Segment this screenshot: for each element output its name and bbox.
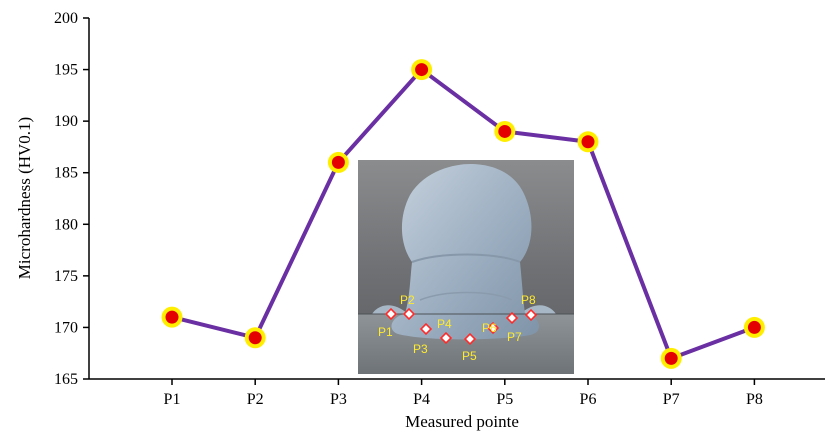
y-ticks: 165 170 175 180 185 190 195 200 [54,10,89,388]
x-ticks: P1 P2 P3 P4 P5 P6 P7 P8 [164,379,763,408]
inset-point-marker [439,331,453,345]
y-tick-label: 175 [54,268,78,285]
inset-point-label: P4 [437,317,452,331]
data-point [747,320,761,334]
y-tick-label: 195 [54,62,78,79]
y-tick-label: 200 [54,10,78,27]
y-tick-label: 190 [54,113,78,130]
inset-point-marker [419,322,433,336]
data-point [664,351,678,365]
inset-measure-points [384,307,538,346]
inset-point-marker [402,307,416,321]
inset-point-label: P3 [413,342,428,356]
inset-point-marker [524,308,538,322]
y-tick-label: 180 [54,216,78,233]
inset-point-marker [384,307,398,321]
data-point [331,155,345,169]
x-tick-label: P1 [164,391,181,408]
x-tick-label: P4 [413,391,430,408]
inset-point-label: P1 [378,325,393,339]
data-point [498,124,512,138]
series-line [171,67,756,361]
inset-point-label: P2 [400,293,415,307]
inset-point-marker [505,311,519,325]
inset-point-marker [486,321,500,335]
x-tick-label: P2 [247,391,264,408]
x-tick-label: P3 [330,391,347,408]
inset-point-label: P6 [482,321,497,335]
inset-point-label: P7 [507,330,522,344]
x-axis-title: Measured pointe [405,412,519,431]
inset-point-label: P8 [521,293,536,307]
data-point [165,310,179,324]
data-point [415,63,429,77]
x-tick-label: P5 [496,391,513,408]
x-tick-label: P6 [580,391,597,408]
y-tick-label: 185 [54,165,78,182]
inset-point-labels: P1 P2 P3 P4 P5 P6 P7 P8 [378,293,536,363]
y-tick-label: 165 [54,371,78,388]
x-tick-label: P7 [663,391,680,408]
axes [88,18,825,380]
inset-point-label: P5 [462,349,477,363]
weld-cross-section-photo: P1 P2 P3 P4 P5 P6 P7 P8 [358,160,574,374]
inset-point-marker [463,332,477,346]
series-points [161,59,765,369]
x-tick-label: P8 [746,391,763,408]
data-point [581,135,595,149]
y-tick-label: 170 [54,319,78,336]
microhardness-series-line [171,67,756,361]
data-point [248,331,262,345]
y-axis-title: Microhardness (HV0.1) [15,117,34,279]
